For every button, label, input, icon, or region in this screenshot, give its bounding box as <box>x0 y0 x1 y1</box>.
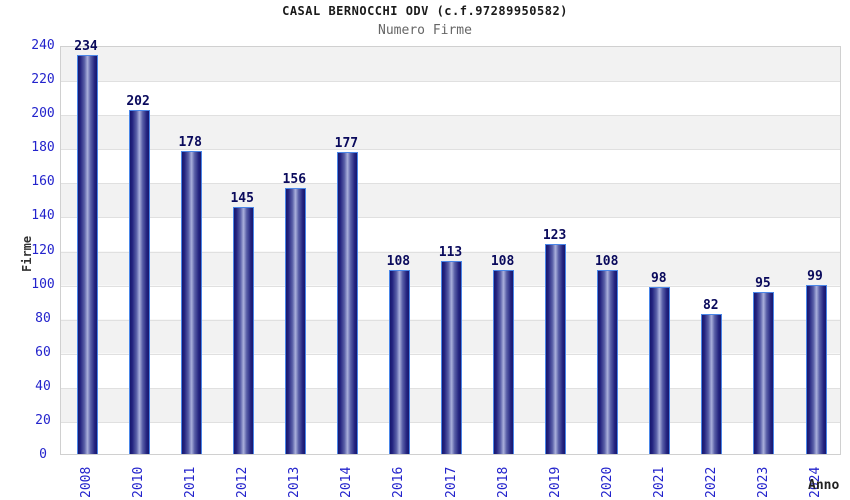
gridline <box>61 149 840 151</box>
bar-value-label: 234 <box>74 39 98 55</box>
chart-title: CASAL BERNOCCHI ODV (c.f.97289950582) <box>282 4 568 18</box>
gridline <box>61 81 840 83</box>
bar-value-label: 108 <box>594 253 619 269</box>
x-tick-label: 2021 <box>651 466 667 498</box>
y-tick-label: 160 <box>31 174 55 190</box>
x-tick-label: 2010 <box>131 466 147 498</box>
bar-value-label: 145 <box>230 190 254 206</box>
bar-2013 <box>284 188 306 454</box>
bar-2020 <box>597 269 619 454</box>
x-tick-label: 2020 <box>599 466 615 498</box>
bar-2014 <box>336 152 358 454</box>
x-tick-label: 2008 <box>79 466 94 498</box>
y-tick-label: 20 <box>35 412 51 428</box>
bar-2021 <box>649 287 671 454</box>
y-axis-label: Firme <box>20 235 34 272</box>
x-tick-label: 2012 <box>235 466 251 498</box>
bar-2016 <box>388 269 410 454</box>
y-tick-label: 240 <box>31 38 55 53</box>
bar-2012 <box>232 206 254 454</box>
bar-value-label: 202 <box>126 93 150 109</box>
x-tick-label: 2011 <box>183 466 199 498</box>
bar-value-label: 177 <box>334 136 359 152</box>
gridline <box>61 217 840 219</box>
bar-2019 <box>545 244 567 454</box>
bar-2022 <box>701 314 723 454</box>
bar-2017 <box>441 261 462 454</box>
bar-value-label: 156 <box>282 172 307 188</box>
x-tick-label: 2022 <box>703 466 719 498</box>
y-tick-label: 120 <box>31 242 55 258</box>
y-tick-label: 100 <box>31 276 55 292</box>
y-tick-label: 0 <box>39 447 47 462</box>
x-tick-label: 2016 <box>391 466 407 498</box>
bar-value-label: 178 <box>178 134 202 150</box>
y-tick-label: 180 <box>31 140 55 156</box>
bar-2011 <box>180 150 202 454</box>
bar-2010 <box>128 109 150 454</box>
bar-2018 <box>493 269 515 454</box>
bar-value-label: 108 <box>490 253 515 269</box>
bar-value-label: 95 <box>755 276 771 292</box>
bar-value-label: 113 <box>438 245 463 261</box>
x-tick-label: 2013 <box>287 466 303 498</box>
bar-2023 <box>753 292 775 454</box>
bar-value-label: 108 <box>386 253 411 269</box>
bar-value-label: 123 <box>542 228 567 244</box>
gridline <box>61 251 840 253</box>
bar-2024 <box>805 285 827 454</box>
y-tick-label: 80 <box>35 310 51 326</box>
bar-value-label: 98 <box>650 271 667 286</box>
bar-2008 <box>76 55 98 454</box>
y-tick-label: 140 <box>31 208 55 224</box>
y-tick-label: 220 <box>31 72 55 88</box>
x-tick-label: 2018 <box>495 466 511 498</box>
plot-area <box>60 46 841 455</box>
y-tick-label: 40 <box>35 378 51 394</box>
bar-value-label: 82 <box>702 298 719 314</box>
chart-subtitle: Numero Firme <box>378 23 472 38</box>
y-tick-label: 60 <box>35 344 51 360</box>
x-tick-label: 2017 <box>443 466 459 498</box>
bar-value-label: 99 <box>807 269 823 285</box>
x-tick-label: 2014 <box>339 466 355 498</box>
y-tick-label: 200 <box>31 106 55 122</box>
x-tick-label: 2019 <box>547 466 563 498</box>
x-tick-label: 2023 <box>755 466 771 498</box>
x-axis-label: Anno <box>808 478 840 493</box>
gridline <box>61 183 840 185</box>
gridline <box>61 115 840 117</box>
